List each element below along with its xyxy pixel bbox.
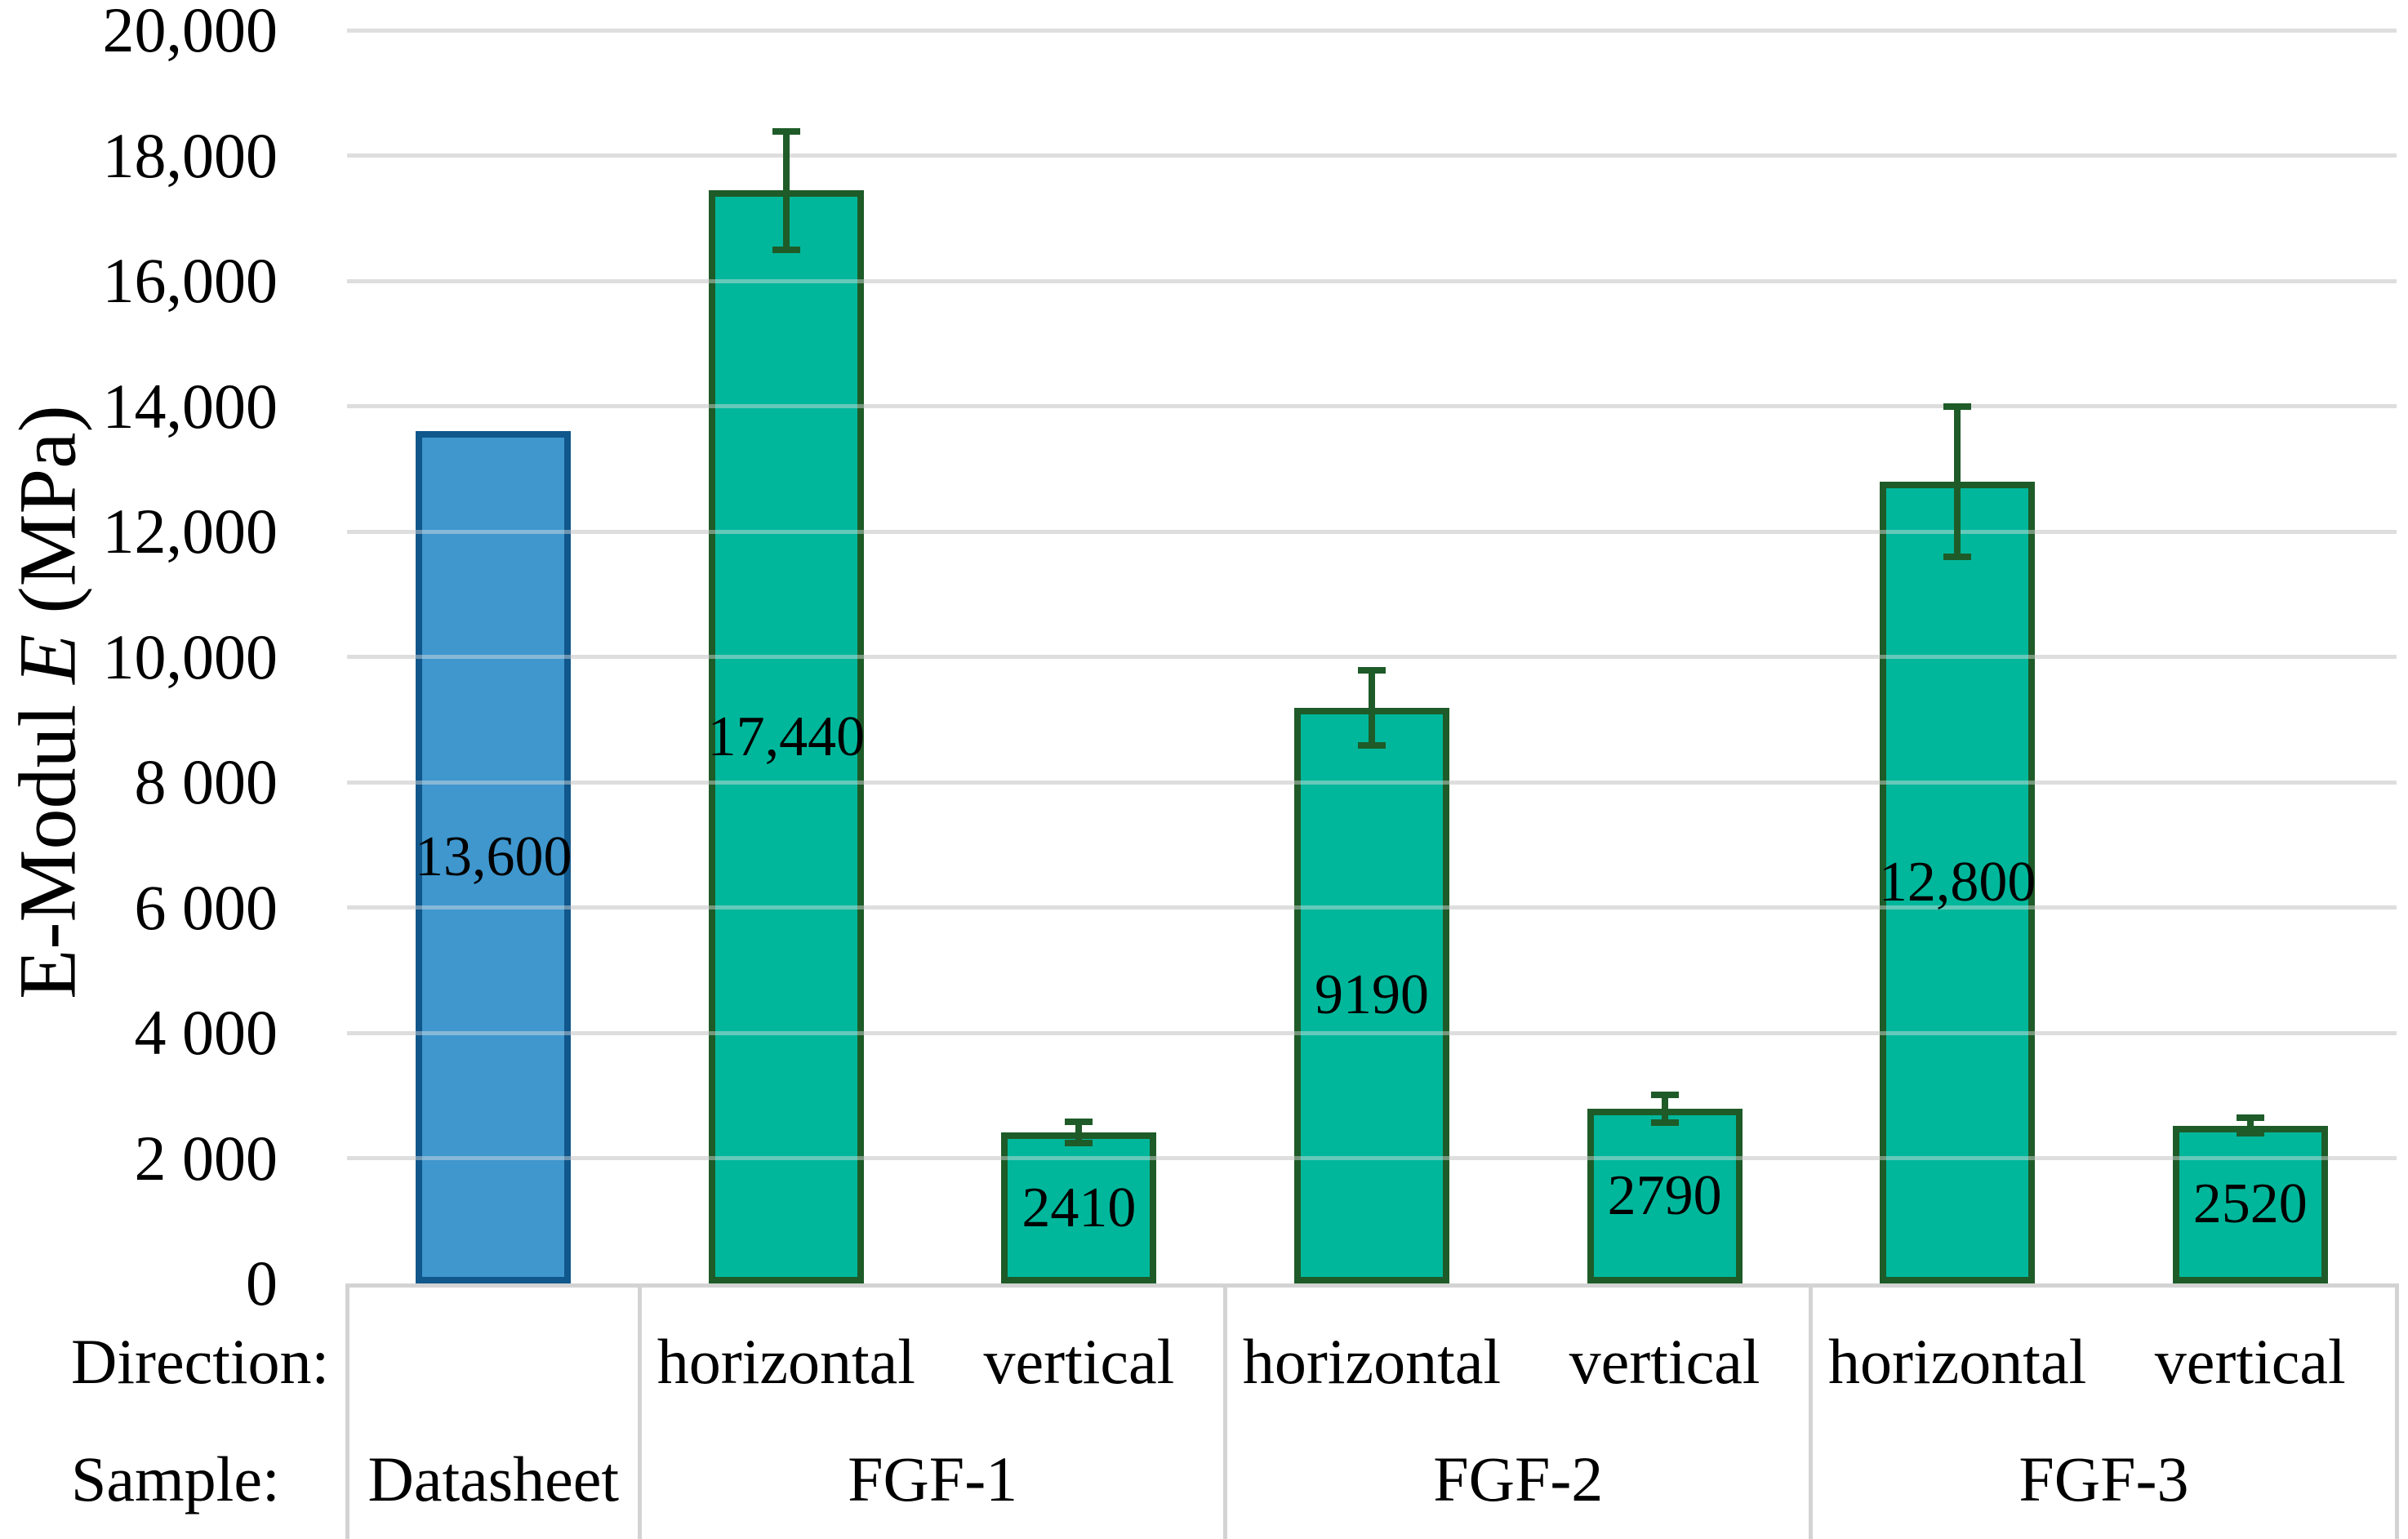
- direction-label: horizontal: [1828, 1326, 2087, 1397]
- y-axis-title-suffix: (MPa): [2, 405, 93, 634]
- direction-label: horizontal: [657, 1326, 915, 1397]
- error-bar-top-cap: [1650, 1091, 1679, 1098]
- table-divider: [1223, 1283, 1228, 1539]
- error-bar-top-cap: [772, 128, 800, 136]
- axis-baseline: [347, 1283, 2397, 1288]
- y-axis-tick-label: 14,000: [102, 370, 278, 442]
- error-bar-bottom-cap: [2236, 1129, 2264, 1136]
- y-axis-tick-label: 8 000: [134, 746, 278, 817]
- sample-row-caption: Sample:: [71, 1443, 280, 1515]
- bar-value-label: 9190: [1315, 963, 1429, 1027]
- gridline-overlay: [347, 28, 2397, 33]
- bar-value-label: 2410: [1022, 1176, 1137, 1239]
- bar-value-label: 2790: [1607, 1163, 1722, 1227]
- table-divider: [345, 1283, 349, 1539]
- gridline: [347, 153, 2397, 158]
- error-bar-top-cap: [1943, 403, 1972, 410]
- gridline-overlay: [347, 529, 2397, 534]
- gridline-overlay: [347, 655, 2397, 659]
- y-axis-title-prefix: E-Modul: [2, 683, 93, 999]
- y-axis-tick-label: 12,000: [102, 496, 278, 567]
- table-divider: [638, 1283, 643, 1539]
- error-bar-top-cap: [1065, 1118, 1093, 1125]
- gridline: [347, 278, 2397, 283]
- direction-label: vertical: [983, 1326, 1175, 1397]
- error-bar-top-cap: [1358, 666, 1386, 674]
- direction-label: vertical: [2154, 1326, 2346, 1397]
- sample-label: FGF-3: [2019, 1443, 2189, 1515]
- bar-fgf-3-vertical: [2172, 1125, 2328, 1283]
- gridline-overlay: [347, 1156, 2397, 1160]
- bar-value-label: 12,800: [1878, 850, 2036, 914]
- error-bar-line: [1075, 1121, 1083, 1144]
- bar-value-label: 17,440: [707, 705, 866, 768]
- bar-fgf-2-horizontal: [1294, 707, 1449, 1283]
- y-axis-tick-label: 18,000: [102, 119, 278, 191]
- gridline: [347, 28, 2397, 33]
- table-divider: [1809, 1283, 1814, 1539]
- table-divider: [2394, 1283, 2399, 1539]
- y-axis-tick-label: 20,000: [102, 0, 278, 65]
- y-axis-tick-label: 0: [246, 1248, 278, 1319]
- error-bar-line: [1954, 406, 1961, 557]
- error-bar-bottom-cap: [1650, 1119, 1679, 1126]
- sample-label: FGF-2: [1433, 1443, 1604, 1515]
- error-bar-line: [1661, 1094, 1668, 1123]
- sample-label: Datasheet: [367, 1443, 620, 1515]
- y-axis-tick-label: 4 000: [134, 997, 278, 1068]
- y-axis-tick-label: 2 000: [134, 1122, 278, 1194]
- direction-row-caption: Direction:: [71, 1326, 330, 1397]
- bar-value-label: 2520: [2192, 1172, 2308, 1236]
- error-bar-line: [782, 131, 790, 250]
- bar-datasheet: [416, 431, 572, 1283]
- error-bar-bottom-cap: [1065, 1140, 1093, 1147]
- y-axis-tick-label: 6 000: [134, 871, 278, 943]
- error-bar-bottom-cap: [1943, 553, 1972, 560]
- gridline: [347, 529, 2397, 534]
- gridline-overlay: [347, 153, 2397, 158]
- direction-label: vertical: [1569, 1326, 1760, 1397]
- direction-label: horizontal: [1242, 1326, 1502, 1397]
- gridline: [347, 404, 2397, 408]
- gridline-overlay: [347, 1030, 2397, 1035]
- y-axis-title-symbol: E: [2, 634, 93, 684]
- gridline-overlay: [347, 404, 2397, 408]
- error-bar-top-cap: [2236, 1114, 2264, 1122]
- error-bar-bottom-cap: [1358, 741, 1386, 749]
- sample-label: FGF-1: [848, 1443, 1018, 1515]
- error-bar-line: [2246, 1118, 2254, 1133]
- gridline: [347, 655, 2397, 659]
- bar-value-label: 13,600: [415, 825, 572, 889]
- gridline-overlay: [347, 780, 2397, 785]
- bar-fgf-1-vertical: [1001, 1132, 1157, 1283]
- error-bar-line: [1369, 669, 1375, 745]
- bar-fgf-2-vertical: [1587, 1108, 1743, 1283]
- gridline-overlay: [347, 905, 2397, 910]
- gridline-overlay: [347, 278, 2397, 283]
- y-axis-tick-label: 10,000: [102, 620, 278, 692]
- bar-fgf-3-horizontal: [1880, 481, 2036, 1283]
- error-bar-bottom-cap: [772, 246, 800, 253]
- y-axis-title: E-Modul E (MPa): [1, 405, 95, 999]
- y-axis-tick-label: 16,000: [102, 245, 278, 316]
